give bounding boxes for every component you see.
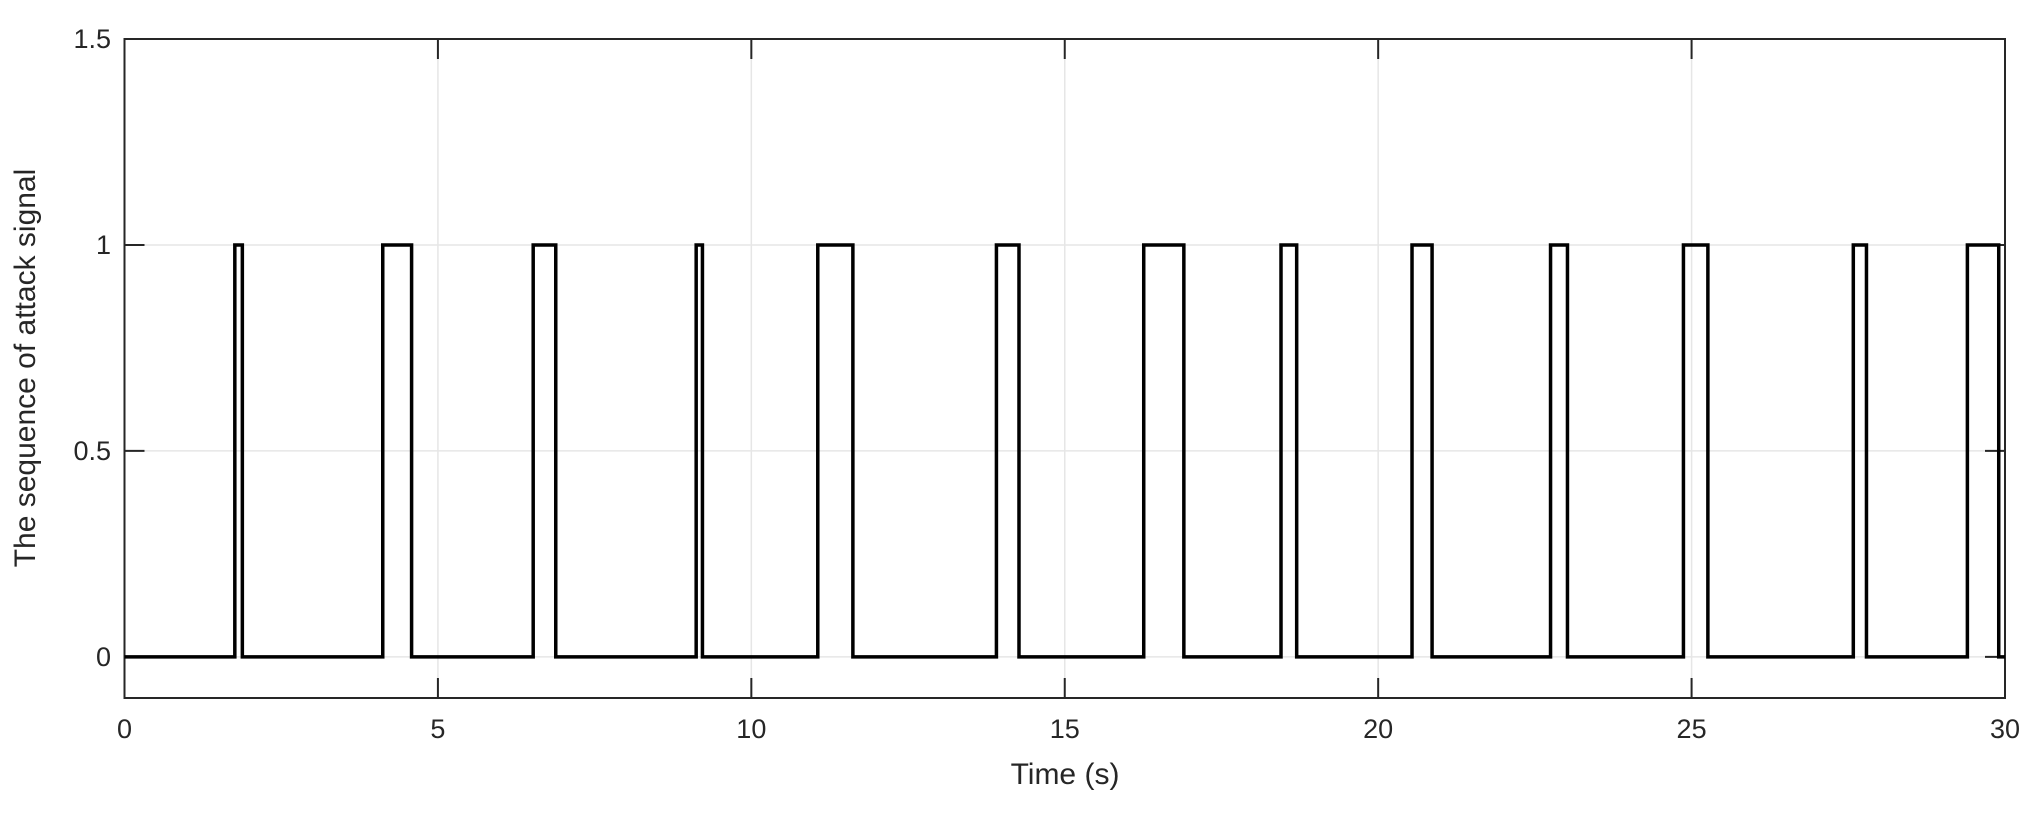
- x-tick-label: 0: [117, 714, 132, 744]
- y-axis-label: The sequence of attack signal: [9, 168, 42, 568]
- x-tick-label: 10: [736, 714, 766, 744]
- x-tick-label: 30: [1990, 714, 2020, 744]
- x-axis-label: Time (s): [1010, 758, 1120, 791]
- x-tick-label: 20: [1363, 714, 1393, 744]
- y-tick-label: 0.5: [73, 436, 111, 466]
- x-tick-label: 5: [430, 714, 445, 744]
- x-tick-label: 25: [1677, 714, 1707, 744]
- signal-path: [124, 243, 2005, 659]
- plot-border: [123, 38, 2006, 699]
- y-tick-label: 1.5: [73, 24, 111, 54]
- y-tick-label: 0: [96, 642, 111, 672]
- y-tick-label: 1: [96, 230, 111, 260]
- x-tick-label: 15: [1050, 714, 1080, 744]
